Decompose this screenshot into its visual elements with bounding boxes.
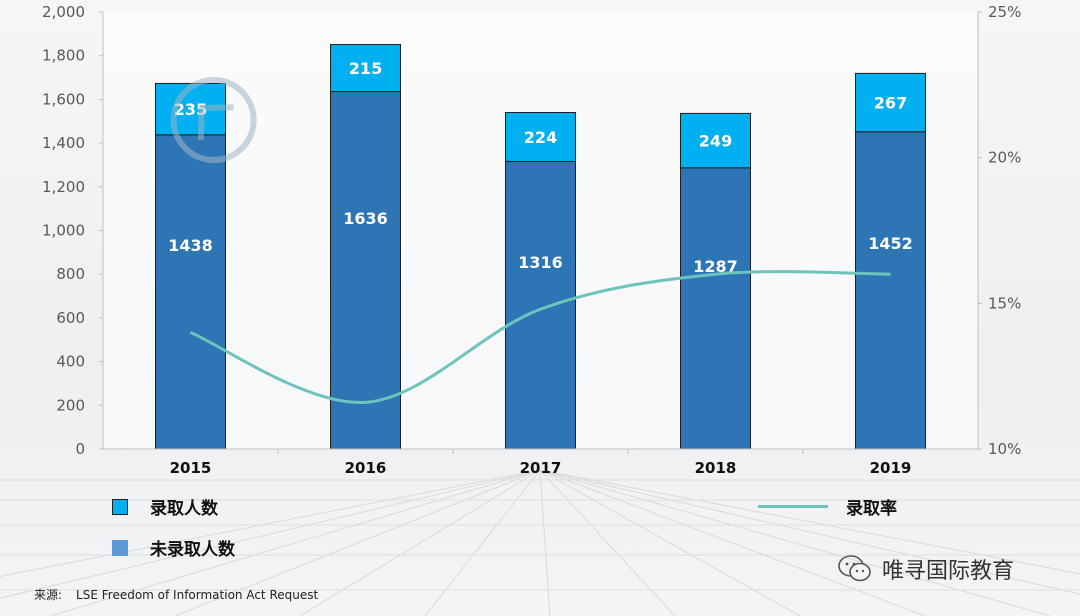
legend-swatch-rejected [112, 539, 128, 556]
floor-line [539, 469, 1080, 575]
bar-rejected-2015 [155, 134, 226, 450]
bar-label-admitted-2016: 215 [349, 59, 382, 78]
source-text: LSE Freedom of Information Act Request [76, 588, 319, 602]
bar-label-rejected-2017: 1316 [518, 253, 563, 272]
bar-admitted-2017 [505, 112, 576, 162]
y-tick-label: 1,800 [42, 47, 85, 65]
bar-label-rejected-2019: 1452 [868, 234, 913, 253]
bar-label-admitted-2015: 235 [174, 100, 207, 119]
source-note: 来源: LSE Freedom of Information Act Reques… [34, 586, 318, 603]
floor-line [539, 469, 676, 616]
floor-line [299, 469, 541, 616]
wechat-icon [838, 555, 871, 582]
y2-tick-label: 15% [988, 294, 1021, 312]
y-tick-label: 2,000 [42, 3, 85, 21]
y-tick-label: 400 [56, 353, 85, 371]
floor-line [539, 469, 801, 616]
bar-admitted-2018 [680, 112, 751, 169]
y-tick-label: 600 [56, 309, 85, 327]
bar-rejected-2016 [330, 91, 401, 450]
floor-line [49, 469, 541, 616]
legend-swatch-admitted [112, 498, 128, 515]
y-tick-label: 800 [56, 265, 85, 283]
brand-name: 唯寻国际教育 [882, 559, 1015, 584]
floor-line [0, 469, 541, 599]
y-tick-label: 200 [56, 396, 85, 414]
legend-swatch-rate [758, 505, 828, 508]
bar-label-admitted-2019: 267 [874, 94, 907, 113]
legend-label-rate: 录取率 [846, 499, 897, 519]
floor-line [539, 469, 1051, 616]
bar-admitted-2019 [855, 72, 926, 133]
legend-label-admitted: 录取人数 [150, 499, 218, 519]
rate-line [189, 270, 891, 404]
x-tick-label: 2015 [170, 459, 212, 477]
bar-rejected-2019 [855, 131, 926, 450]
floor-line [0, 469, 541, 578]
y2-tick-label: 10% [988, 440, 1021, 458]
floor-line [539, 469, 1080, 595]
y2-tick-label: 20% [988, 149, 1021, 167]
bar-rejected-2018 [680, 167, 751, 450]
y-tick-label: 1,600 [42, 90, 85, 108]
x-tick-label: 2018 [695, 459, 737, 477]
legend-item-admitted: 录取人数 [112, 494, 218, 519]
bar-admitted-2016 [330, 44, 401, 93]
bar-label-rejected-2015: 1438 [168, 236, 213, 255]
floor-line [424, 469, 541, 616]
floor-line [174, 469, 541, 616]
brand: 唯寻国际教育 [838, 553, 1014, 585]
source-label: 来源: [34, 588, 63, 602]
legend-label-rejected: 未录取人数 [150, 540, 235, 560]
bar-label-rejected-2018: 1287 [693, 257, 738, 276]
y-tick-label: 1,000 [42, 222, 85, 240]
y-tick-label: 0 [75, 440, 85, 458]
legend-item-rate: 录取率 [758, 494, 897, 519]
x-tick-label: 2017 [520, 459, 562, 477]
bar-rejected-2017 [505, 160, 576, 450]
y-tick-label: 1,400 [42, 134, 85, 152]
bar-label-admitted-2017: 224 [524, 128, 557, 147]
x-tick-label: 2016 [345, 459, 387, 477]
bar-label-admitted-2018: 249 [699, 132, 732, 151]
x-tick-label: 2019 [870, 459, 912, 477]
floor-line [539, 469, 926, 616]
y2-tick-label: 25% [988, 3, 1021, 21]
legend-item-rejected: 未录取人数 [112, 535, 235, 560]
bar-label-rejected-2016: 1636 [343, 209, 388, 228]
floor-line [539, 469, 551, 616]
y-tick-label: 1,200 [42, 178, 85, 196]
